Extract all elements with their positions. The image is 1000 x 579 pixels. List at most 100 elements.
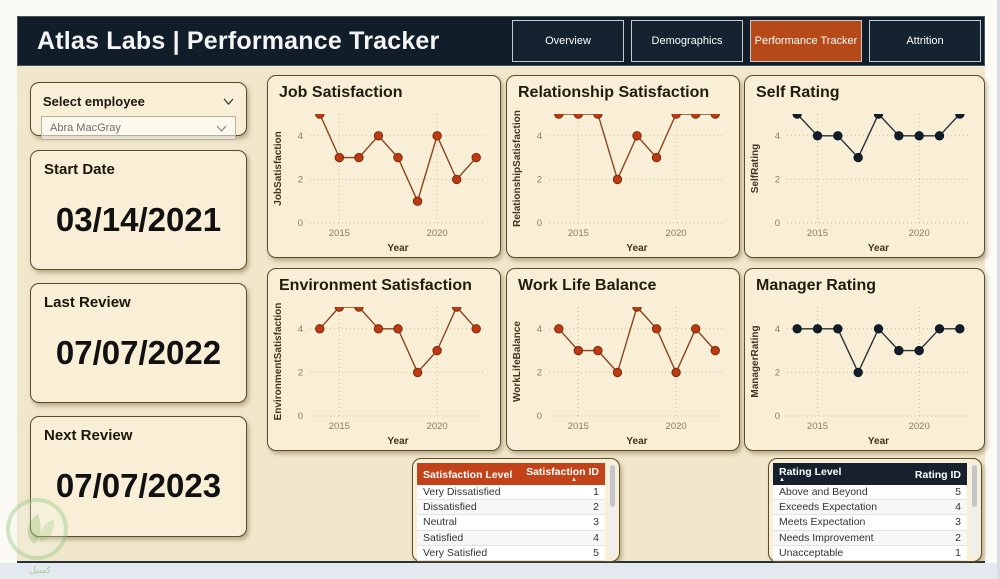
relationship-satisfaction-plot: 0 2 4 2015 2020 RelationshipSatisfaction Year — [509, 106, 737, 255]
last-review-card: Last Review 07/07/2022 — [30, 283, 247, 403]
svg-text:2: 2 — [775, 174, 780, 185]
bottom-margin-strip — [0, 563, 1000, 579]
level-cell: Very Dissatisfied — [423, 486, 501, 499]
svg-text:WorkLifeBalance: WorkLifeBalance — [512, 321, 523, 402]
chart-card-manager-rating: Manager Rating 0 2 4 2015 2020 ManagerRating Y… — [744, 268, 985, 451]
table-scrollbar[interactable] — [971, 464, 978, 556]
table-row[interactable]: Exceeds Expectation 4 — [773, 500, 967, 516]
table-body: Above and Beyond 5 Exceeds Expectation 4 Mee… — [773, 485, 967, 561]
chart-title: Relationship Satisfaction — [518, 84, 710, 101]
table-row[interactable]: Unacceptable 1 — [773, 545, 967, 561]
svg-text:Year: Year — [387, 243, 408, 254]
table-scrollbar[interactable] — [609, 464, 616, 556]
next-review-value: 07/07/2023 — [55, 467, 222, 504]
card-label: Start Date — [44, 161, 115, 178]
line-chart-svg: 0 2 4 2015 2020 JobSatisfaction Year — [273, 114, 486, 254]
employee-select-value: Abra MacGray — [50, 122, 121, 134]
id-cell: 5 — [593, 546, 599, 559]
table-column-header[interactable]: Satisfaction Level — [423, 468, 513, 481]
chart-card-work-life-balance: Work Life Balance 0 2 4 2015 2020 WorkLifeBal… — [506, 268, 740, 451]
svg-text:2: 2 — [537, 174, 542, 185]
line-chart-svg: 0 2 4 2015 2020 ManagerRating Year — [750, 307, 970, 447]
table-row[interactable]: Neutral 3 — [417, 515, 605, 531]
manager-rating-plot: 0 2 4 2015 2020 ManagerRating Year — [747, 299, 982, 448]
chevron-down-icon — [216, 119, 227, 137]
svg-text:2: 2 — [298, 174, 303, 185]
chart-card-job-satisfaction: Job Satisfaction 0 2 4 2015 2020 JobSatisfact… — [267, 75, 501, 258]
last-review-value: 07/07/2022 — [55, 333, 222, 371]
table-column-header[interactable]: Satisfaction ID ▲ — [526, 466, 599, 483]
svg-text:2020: 2020 — [666, 228, 687, 239]
right-edge-strip — [997, 0, 1000, 579]
svg-text:2015: 2015 — [568, 228, 589, 239]
table-row[interactable]: Very Satisfied 5 — [417, 545, 605, 561]
line-chart-svg: 0 2 4 2015 2020 WorkLifeBalance Year — [512, 307, 725, 447]
level-cell: Dissatisfied — [423, 501, 477, 514]
table-row[interactable]: Needs Improvement 2 — [773, 530, 967, 546]
environment-satisfaction-plot: 0 2 4 2015 2020 EnvironmentSatisfaction Year — [270, 299, 498, 448]
svg-text:0: 0 — [775, 218, 780, 229]
table-row[interactable]: Meets Expectation 3 — [773, 515, 967, 531]
svg-text:2015: 2015 — [329, 228, 350, 239]
svg-text:2: 2 — [775, 367, 780, 378]
svg-text:4: 4 — [775, 131, 780, 142]
line-chart-svg: 0 2 4 2015 2020 EnvironmentSatisfaction Year — [273, 303, 486, 447]
id-cell: 2 — [955, 531, 961, 544]
svg-text:0: 0 — [775, 411, 780, 422]
tab-performance-tracker[interactable]: Performance Tracker — [750, 20, 862, 62]
table-column-header[interactable]: Rating Level ▲ — [773, 463, 891, 485]
chart-card-self-rating: Self Rating 0 2 4 2015 2020 SelfRating Year — [744, 75, 985, 258]
start-date-card: Start Date 03/14/2021 — [30, 150, 247, 270]
chart-title: Work Life Balance — [518, 277, 657, 294]
table-body: Very Dissatisfied 1 Dissatisfied 2 Neutral 3 S… — [417, 485, 605, 561]
self-rating-plot: 0 2 4 2015 2020 SelfRating Year — [747, 106, 982, 255]
svg-text:Year: Year — [868, 243, 889, 254]
table-header-row: Satisfaction Level Satisfaction ID ▲ — [417, 463, 605, 485]
svg-text:4: 4 — [298, 324, 303, 335]
level-cell: Unacceptable — [779, 546, 844, 559]
svg-text:JobSatisfaction: JobSatisfaction — [273, 131, 284, 205]
level-cell: Very Satisfied — [423, 546, 488, 559]
level-cell: Above and Beyond — [779, 486, 868, 499]
chart-card-environment-satisfaction: Environment Satisfaction 0 2 4 2015 2020 Envi… — [267, 268, 501, 451]
job-satisfaction-plot: 0 2 4 2015 2020 JobSatisfaction Year — [270, 106, 498, 255]
svg-text:2015: 2015 — [807, 421, 828, 432]
page-title: Atlas Labs | Performance Tracker — [37, 27, 440, 55]
table-row[interactable]: Above and Beyond 5 — [773, 485, 967, 501]
tab-demographics[interactable]: Demographics — [631, 20, 743, 62]
svg-text:2020: 2020 — [427, 421, 448, 432]
svg-text:RelationshipSatisfaction: RelationshipSatisfaction — [512, 110, 523, 227]
table-row[interactable]: Dissatisfied 2 — [417, 500, 605, 516]
start-date-value: 03/14/2021 — [55, 200, 222, 238]
satisfaction-level-table-card: Satisfaction Level Satisfaction ID ▲ Very D… — [412, 458, 620, 562]
chart-title: Self Rating — [756, 84, 840, 101]
svg-text:2020: 2020 — [909, 421, 930, 432]
id-cell: 4 — [593, 531, 599, 544]
level-cell: Satisfied — [423, 531, 464, 544]
table-row[interactable]: Satisfied 4 — [417, 530, 605, 546]
svg-text:ManagerRating: ManagerRating — [750, 325, 761, 397]
svg-text:2015: 2015 — [807, 228, 828, 239]
tab-overview[interactable]: Overview — [512, 20, 624, 62]
level-cell: Needs Improvement — [779, 531, 874, 544]
svg-text:0: 0 — [298, 218, 303, 229]
satisfaction-level-table: Satisfaction Level Satisfaction ID ▲ Very D… — [417, 463, 605, 561]
table-row[interactable]: Very Dissatisfied 1 — [417, 485, 605, 501]
svg-text:EnvironmentSatisfaction: EnvironmentSatisfaction — [273, 303, 284, 421]
rating-level-table: Rating Level ▲ Rating ID Above and Beyond 5 E… — [773, 463, 967, 561]
scrollbar-thumb[interactable] — [610, 465, 615, 508]
chevron-down-icon[interactable] — [223, 92, 234, 110]
svg-text:4: 4 — [298, 131, 303, 142]
svg-text:2020: 2020 — [909, 228, 930, 239]
svg-text:0: 0 — [537, 218, 542, 229]
chart-title: Environment Satisfaction — [279, 277, 472, 294]
tab-attrition[interactable]: Attrition — [869, 20, 981, 62]
employee-select[interactable]: Abra MacGray — [41, 116, 236, 140]
id-cell: 3 — [593, 516, 599, 529]
table-column-header[interactable]: Rating ID — [914, 468, 961, 481]
id-cell: 1 — [955, 546, 961, 559]
scrollbar-thumb[interactable] — [972, 465, 977, 508]
sort-ascending-icon: ▲ — [571, 477, 577, 483]
table-header-row: Rating Level ▲ Rating ID — [773, 463, 967, 485]
